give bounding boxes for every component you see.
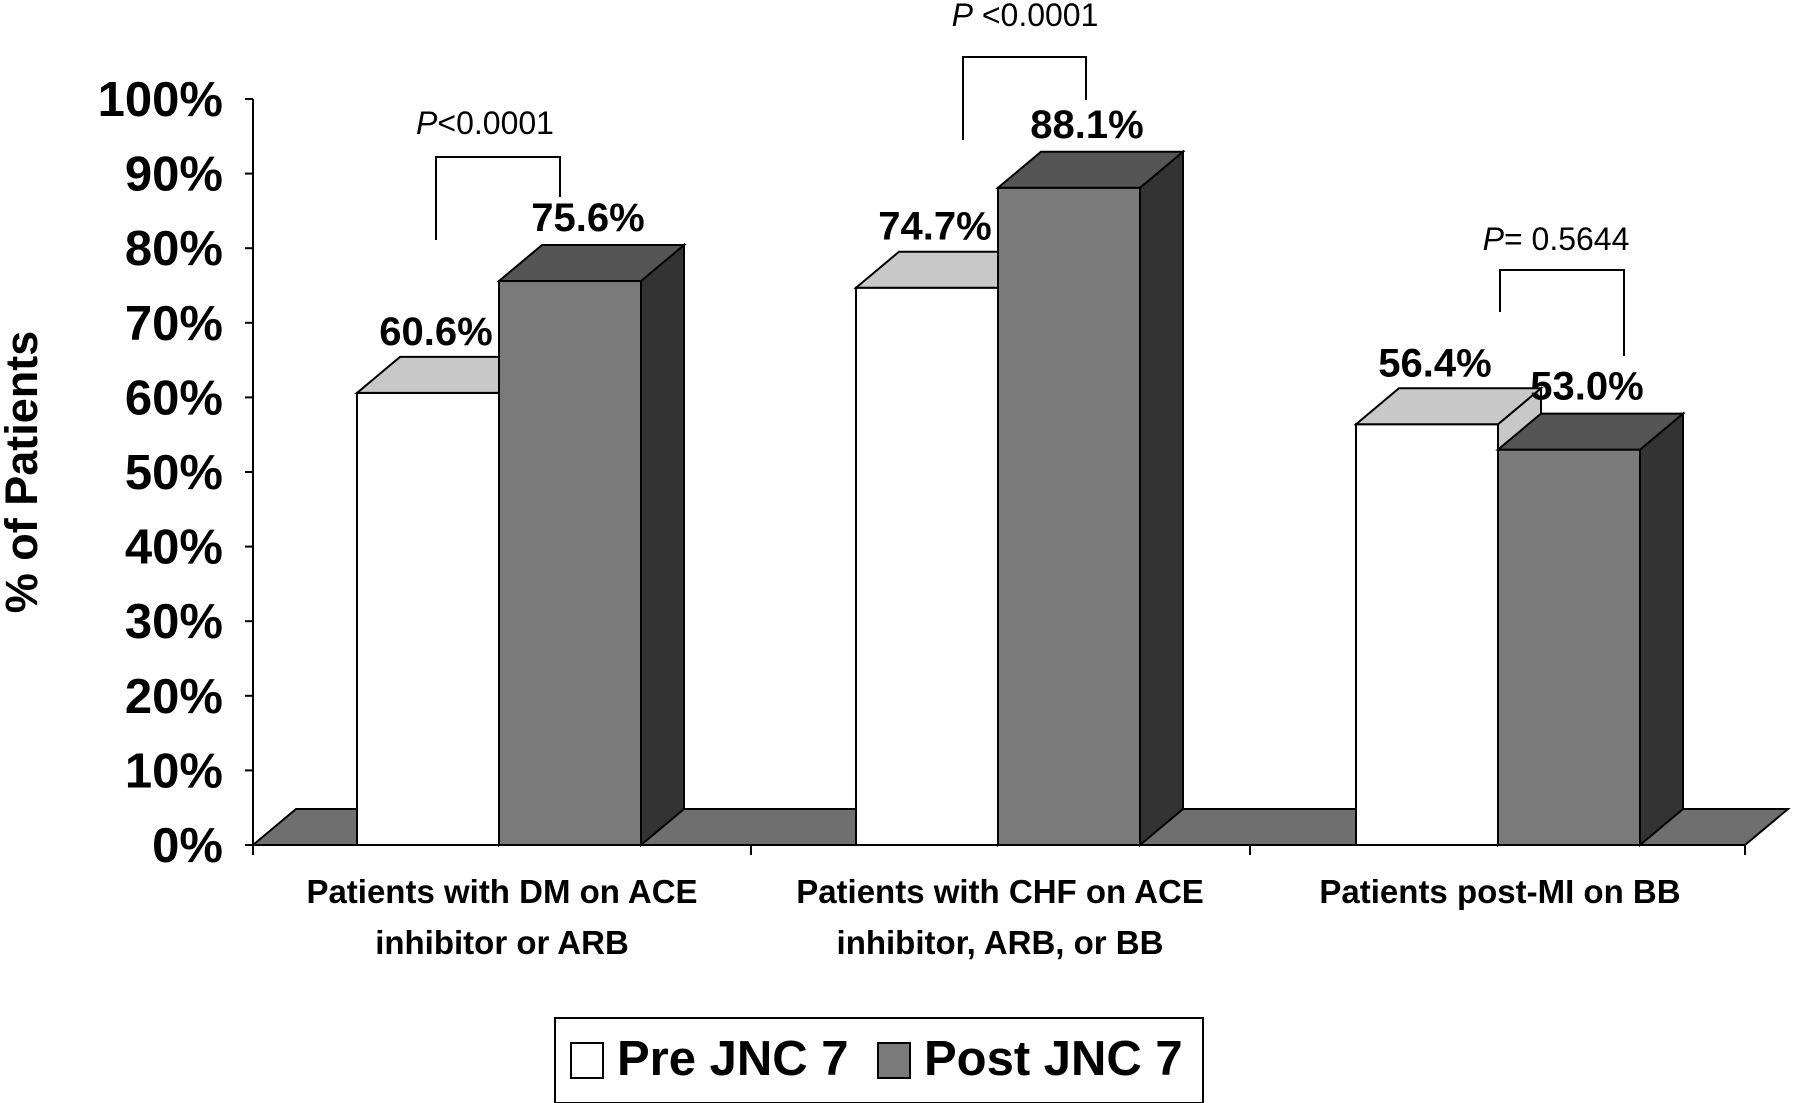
pre-jnc7-bar-face: [855, 286, 999, 847]
y-tick-label: 40%: [125, 521, 223, 575]
significance-bracket: [962, 56, 1087, 140]
y-tick-label: 30%: [125, 595, 223, 649]
p-value-label: P <0.0001: [952, 0, 1099, 33]
y-tick-label: 70%: [125, 297, 223, 351]
p-value-text: = 0.5644: [1504, 221, 1629, 257]
pre-value-label: 60.6%: [379, 310, 492, 354]
post-jnc7-bar-side: [1639, 411, 1684, 848]
y-tick-label: 10%: [125, 744, 223, 798]
post-value-label: 88.1%: [1030, 103, 1143, 147]
y-tick-label: 20%: [125, 670, 223, 724]
post-jnc7-bar-top: [496, 244, 687, 283]
pre-value-label: 56.4%: [1378, 341, 1491, 385]
x-tick-label: Patients with CHF on ACE: [796, 873, 1204, 910]
p-value-p: P: [952, 0, 974, 33]
post-jnc7-bar: [995, 149, 1186, 848]
post-jnc7-bar: [496, 242, 687, 848]
x-tick-label: inhibitor or ARB: [375, 924, 629, 961]
pre-jnc7-bar-face: [356, 391, 500, 846]
y-tick-label: 100%: [98, 73, 223, 127]
p-value-label: P<0.0001: [416, 105, 554, 141]
legend-label-pre: Pre JNC 7: [617, 1032, 849, 1086]
y-tick-label: 80%: [125, 222, 223, 276]
legend-swatch-post: [877, 1042, 911, 1079]
post-jnc7-bar-face: [1497, 448, 1641, 846]
p-value-text: <0.0001: [437, 105, 554, 141]
legend-label-post: Post JNC 7: [924, 1032, 1183, 1086]
pre-value-label: 74.7%: [878, 205, 991, 249]
pre-jnc7-bar-face: [1355, 423, 1499, 846]
y-tick-label: 60%: [125, 371, 223, 425]
post-jnc7-bar-face: [498, 280, 642, 846]
post-jnc7-bar-top: [995, 150, 1186, 189]
post-jnc7-bar: [1495, 411, 1686, 848]
post-value-label: 53.0%: [1530, 365, 1643, 409]
x-tick-label: Patients with DM on ACE: [306, 873, 697, 910]
p-value-label: P= 0.5644: [1483, 221, 1630, 257]
pre-jnc7-bar-top: [1353, 387, 1544, 426]
y-tick-label: 0%: [152, 819, 223, 873]
post-jnc7-bar-side: [1139, 149, 1184, 848]
x-tick-label: Patients post-MI on BB: [1319, 873, 1680, 910]
significance-bracket: [435, 156, 561, 240]
y-axis-title: % of Patients: [0, 331, 47, 614]
x-tick-label: inhibitor, ARB, or BB: [837, 924, 1164, 961]
p-value-p: P: [416, 105, 438, 141]
legend-swatch-pre: [570, 1042, 604, 1079]
post-jnc7-bar-face: [997, 186, 1141, 847]
y-tick-label: 50%: [125, 446, 223, 500]
p-value-p: P: [1483, 221, 1505, 257]
p-value-text: <0.0001: [973, 0, 1098, 33]
post-jnc7-bar-top: [1495, 412, 1686, 451]
post-jnc7-bar-side: [640, 242, 685, 848]
significance-bracket: [1499, 269, 1625, 356]
post-value-label: 75.6%: [531, 196, 644, 240]
y-tick-label: 90%: [125, 148, 223, 202]
